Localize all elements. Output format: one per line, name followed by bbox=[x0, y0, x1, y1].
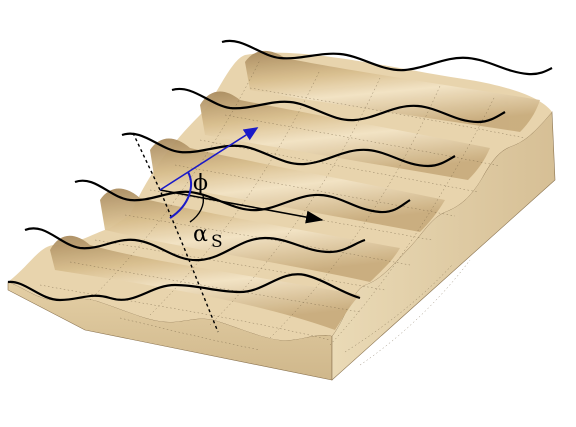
phi-label: ϕ bbox=[193, 171, 208, 196]
alpha-label: α bbox=[193, 222, 208, 247]
alpha-subscript-label: S bbox=[211, 232, 223, 252]
